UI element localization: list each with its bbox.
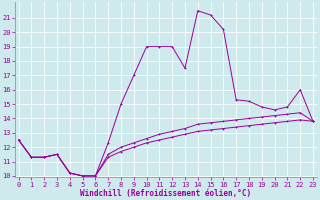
X-axis label: Windchill (Refroidissement éolien,°C): Windchill (Refroidissement éolien,°C)	[80, 189, 251, 198]
